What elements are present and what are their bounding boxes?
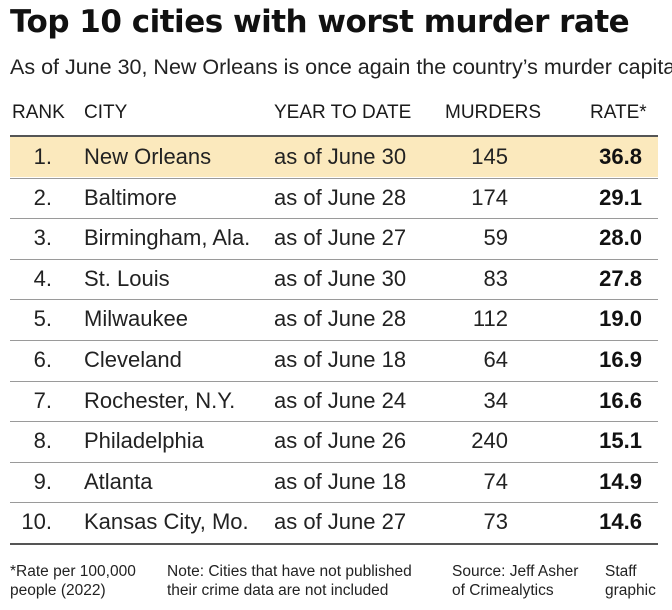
cell-murders: 59 bbox=[483, 225, 508, 250]
cell-murders: 34 bbox=[483, 388, 508, 413]
table-row: 6. Cleveland as of June 18 64 16.9 bbox=[10, 340, 658, 380]
cell-rank: 4. bbox=[33, 266, 52, 291]
cell-city: Rochester, N.Y. bbox=[84, 388, 236, 413]
cell-murders: 83 bbox=[483, 266, 508, 291]
cell-rate: 36.8 bbox=[599, 144, 642, 169]
chart-title: Top 10 cities with worst murder rate bbox=[10, 4, 630, 40]
cell-rate: 15.1 bbox=[599, 428, 642, 453]
footnote-cities-line-1: Note: Cities that have not published bbox=[167, 563, 412, 580]
cell-rate: 19.0 bbox=[599, 306, 642, 331]
cell-murders: 145 bbox=[471, 144, 508, 169]
cell-city: Kansas City, Mo. bbox=[84, 509, 249, 534]
cell-city: St. Louis bbox=[84, 266, 170, 291]
header-year-to-date: YEAR TO DATE bbox=[274, 102, 412, 123]
footnote-source: Source: Jeff Asher of Crimealytics bbox=[452, 562, 578, 600]
table-bottom-divider bbox=[10, 543, 658, 545]
cell-year-to-date: as of June 30 bbox=[274, 144, 407, 169]
table-row: 1. New Orleans as of June 30 145 36.8 bbox=[10, 137, 658, 177]
cell-rate: 16.9 bbox=[599, 347, 642, 372]
header-divider bbox=[10, 135, 658, 137]
footnote-rate-line-2: people (2022) bbox=[10, 582, 106, 599]
row-divider bbox=[10, 381, 658, 382]
cell-murders: 112 bbox=[472, 306, 508, 331]
cell-year-to-date: as of June 27 bbox=[274, 509, 407, 534]
cell-rank: 10. bbox=[21, 509, 52, 534]
footnote-rate: *Rate per 100,000 people (2022) bbox=[10, 562, 136, 600]
table-row: 2. Baltimore as of June 28 174 29.1 bbox=[10, 178, 658, 218]
cell-murders: 174 bbox=[471, 185, 508, 210]
footnote-credit-line-2: graphic bbox=[605, 582, 656, 599]
cell-murders: 64 bbox=[483, 347, 508, 372]
table-row: 5. Milwaukee as of June 28 112 19.0 bbox=[10, 299, 658, 339]
table-row: 8. Philadelphia as of June 26 240 15.1 bbox=[10, 421, 658, 461]
table-row: 3. Birmingham, Ala. as of June 27 59 28.0 bbox=[10, 218, 658, 258]
cell-murders: 240 bbox=[471, 428, 508, 453]
cell-year-to-date: as of June 18 bbox=[274, 347, 407, 372]
cell-rate: 28.0 bbox=[599, 225, 642, 250]
cell-year-to-date: as of June 26 bbox=[274, 428, 407, 453]
cell-murders: 73 bbox=[483, 509, 508, 534]
cell-city: Baltimore bbox=[84, 185, 177, 210]
cell-rate: 14.6 bbox=[599, 509, 642, 534]
row-divider bbox=[10, 421, 658, 422]
row-divider bbox=[10, 340, 658, 341]
cell-rank: 9. bbox=[33, 469, 52, 494]
cell-city: Milwaukee bbox=[84, 306, 188, 331]
cell-year-to-date: as of June 24 bbox=[274, 388, 407, 413]
row-divider bbox=[10, 502, 658, 503]
row-divider bbox=[10, 462, 658, 463]
table-row: 9. Atlanta as of June 18 74 14.9 bbox=[10, 462, 658, 502]
header-city: CITY bbox=[84, 102, 128, 123]
cell-rank: 7. bbox=[33, 388, 52, 413]
footnote-rate-line-1: *Rate per 100,000 bbox=[10, 563, 136, 580]
cell-year-to-date: as of June 18 bbox=[274, 469, 407, 494]
footnote-source-line-2: of Crimealytics bbox=[452, 582, 554, 599]
cell-year-to-date: as of June 28 bbox=[274, 306, 407, 331]
cell-rank: 5. bbox=[33, 306, 52, 331]
cell-city: Philadelphia bbox=[84, 428, 204, 453]
cell-city: Birmingham, Ala. bbox=[84, 225, 251, 250]
cell-rate: 14.9 bbox=[599, 469, 642, 494]
table-row: 4. St. Louis as of June 30 83 27.8 bbox=[10, 259, 658, 299]
footnote-source-line-1: Source: Jeff Asher bbox=[452, 563, 579, 580]
footnote-cities-line-2: their crime data are not included bbox=[167, 582, 389, 599]
cell-rate: 16.6 bbox=[599, 388, 642, 413]
cell-murders: 74 bbox=[483, 469, 508, 494]
chart-subtitle: As of June 30, New Orleans is once again… bbox=[10, 55, 672, 79]
footnote-credit: Staff graphic bbox=[605, 562, 656, 600]
header-rate: RATE* bbox=[590, 102, 647, 123]
row-divider bbox=[10, 259, 658, 260]
cell-city: Cleveland bbox=[84, 347, 182, 372]
cell-city: New Orleans bbox=[84, 144, 212, 169]
cell-rank: 6. bbox=[33, 347, 52, 372]
row-divider bbox=[10, 299, 658, 300]
table-row: 10. Kansas City, Mo. as of June 27 73 14.6 bbox=[10, 502, 658, 542]
header-murders: MURDERS bbox=[445, 102, 542, 123]
header-rank: RANK bbox=[12, 102, 65, 123]
row-divider bbox=[10, 178, 658, 179]
cell-year-to-date: as of June 28 bbox=[274, 185, 407, 210]
table-row: 7. Rochester, N.Y. as of June 24 34 16.6 bbox=[10, 381, 658, 421]
cell-rank: 3. bbox=[33, 225, 52, 250]
footnote-cities: Note: Cities that have not published the… bbox=[167, 562, 412, 600]
footnote-credit-line-1: Staff bbox=[605, 563, 637, 580]
cell-rank: 8. bbox=[33, 428, 52, 453]
cell-rate: 27.8 bbox=[599, 266, 642, 291]
cell-rate: 29.1 bbox=[599, 185, 642, 210]
row-divider bbox=[10, 218, 658, 219]
cell-rank: 2. bbox=[33, 185, 52, 210]
cell-rank: 1. bbox=[33, 144, 52, 169]
cell-city: Atlanta bbox=[84, 469, 153, 494]
cell-year-to-date: as of June 30 bbox=[274, 266, 407, 291]
cell-year-to-date: as of June 27 bbox=[274, 225, 407, 250]
